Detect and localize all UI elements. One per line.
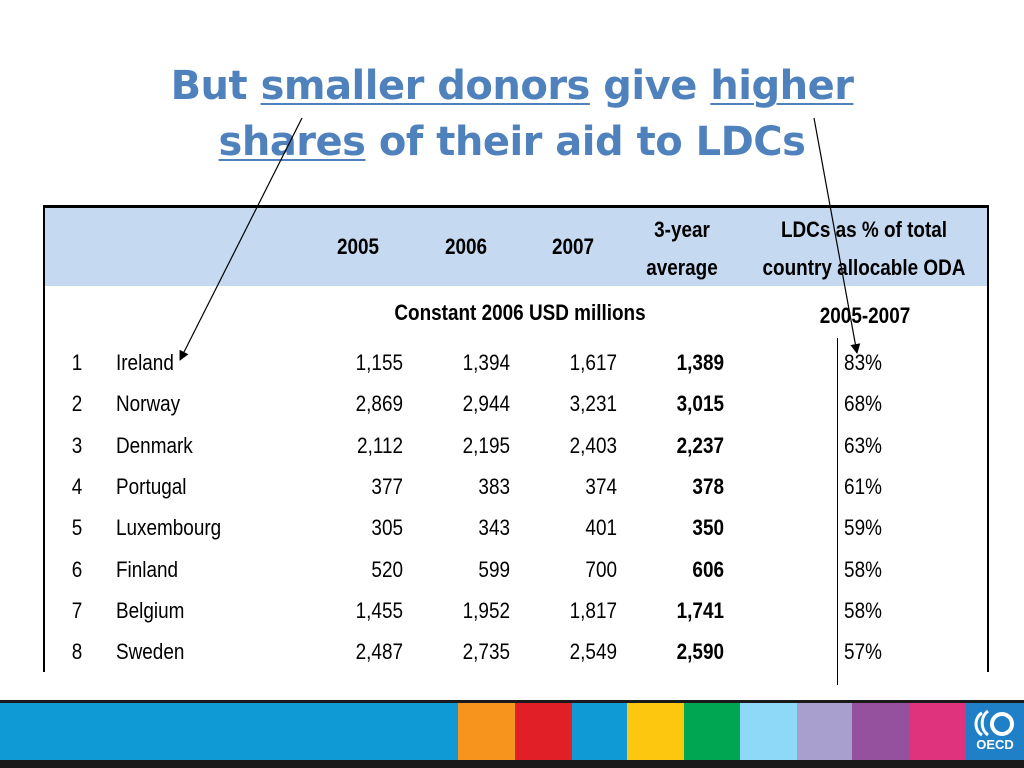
- cell-country: Ireland: [116, 350, 174, 375]
- cell-country: Norway: [116, 391, 181, 417]
- header-3yr-average-line2: average: [646, 255, 718, 280]
- cell-v2005: 2,869: [355, 391, 403, 417]
- cell-v2006: 1,394: [462, 350, 510, 375]
- cell-v2006: 383: [478, 473, 510, 499]
- footer-bottom-rule: [0, 760, 1024, 768]
- cell-v2007: 1,817: [569, 597, 617, 623]
- cell-v2006: 1,952: [462, 597, 510, 623]
- header-3yr-average-line1: 3-year: [654, 217, 710, 242]
- color-segment: [740, 703, 797, 760]
- cell-v2007: 401: [585, 515, 617, 541]
- header-2006: 2006: [444, 234, 488, 259]
- color-segment: [684, 703, 740, 760]
- color-segment: [852, 703, 909, 760]
- footer-top-rule: [0, 700, 1024, 703]
- cell-v2007: 2,549: [569, 639, 617, 665]
- cell-rank: 5: [71, 515, 83, 541]
- cell-v2005: 305: [371, 515, 403, 541]
- cell-ldc: 63%: [844, 432, 882, 458]
- cell-ldc: 59%: [844, 515, 882, 541]
- table-header-band: [45, 208, 987, 286]
- cell-v2005: 1,155: [355, 350, 403, 375]
- cell-v2006: 2,735: [462, 639, 510, 665]
- header-ldc-share-line2: country allocable ODA: [762, 255, 966, 280]
- cell-v2007: 1,617: [569, 350, 617, 375]
- oecd-logo-mark-icon: [974, 709, 1014, 737]
- cell-avg: 2,590: [676, 639, 724, 665]
- title-line-1: But smaller donors give higher: [0, 58, 1024, 114]
- cell-v2005: 2,487: [355, 639, 403, 665]
- color-segment: [572, 703, 627, 760]
- header-2005: 2005: [336, 234, 380, 259]
- cell-avg: 3,015: [676, 391, 724, 417]
- cell-rank: 4: [71, 473, 83, 499]
- cell-v2007: 374: [585, 473, 617, 499]
- slide-title: But smaller donors give higher shares of…: [0, 58, 1024, 170]
- cell-avg: 606: [692, 556, 724, 582]
- title-line-2: shares of their aid to LDCs: [0, 114, 1024, 170]
- cell-v2007: 3,231: [569, 391, 617, 417]
- title-emphasis-shares: shares: [218, 119, 366, 165]
- arrow-to-83-percent: [813, 117, 861, 354]
- title-text: But: [170, 63, 261, 109]
- cell-ldc: 58%: [844, 597, 882, 623]
- cell-v2007: 700: [585, 556, 617, 582]
- title-emphasis-smaller-donors: smaller donors: [260, 63, 591, 109]
- cell-rank: 2: [71, 391, 83, 417]
- cell-v2005: 1,455: [355, 597, 403, 623]
- oecd-logo-text: OECD: [976, 737, 1014, 752]
- footer-color-bar: OECD: [0, 700, 1024, 768]
- cell-rank: 7: [71, 597, 83, 623]
- cell-v2005: 2,112: [357, 432, 403, 458]
- cell-rank: 8: [71, 639, 83, 665]
- cell-rank: 3: [71, 432, 83, 458]
- title-text: give: [589, 63, 711, 109]
- cell-avg: 378: [692, 473, 724, 499]
- oecd-logo: OECD: [966, 703, 1024, 760]
- cell-rank: 6: [71, 556, 83, 582]
- color-segment: [797, 703, 852, 760]
- cell-ldc: 57%: [844, 639, 882, 665]
- color-segment: [909, 703, 966, 760]
- title-text: of their aid to LDCs: [365, 119, 806, 165]
- subheader-units: Constant 2006 USD millions: [394, 300, 646, 325]
- cell-country: Portugal: [116, 473, 187, 499]
- cell-v2005: 377: [371, 473, 403, 499]
- donor-table: 2005 2006 2007 3-year average LDCs as % …: [43, 205, 989, 685]
- cell-ldc: 68%: [844, 391, 882, 417]
- cell-v2005: 520: [371, 556, 403, 582]
- cell-ldc: 58%: [844, 556, 882, 582]
- cell-v2006: 343: [478, 515, 510, 541]
- header-ldc-share-line1: LDCs as % of total: [780, 217, 948, 242]
- cell-v2007: 2,403: [569, 432, 617, 458]
- cell-rank: 1: [71, 350, 83, 375]
- cell-ldc: 61%: [844, 473, 882, 499]
- cell-country: Sweden: [116, 639, 185, 665]
- cell-ldc: 83%: [844, 350, 882, 375]
- cell-v2006: 2,944: [462, 391, 510, 417]
- subheader-period: 2005-2007: [819, 303, 911, 328]
- header-2007: 2007: [551, 234, 595, 259]
- cell-v2006: 2,195: [462, 432, 510, 458]
- cell-v2006: 599: [478, 556, 510, 582]
- cell-country: Belgium: [116, 597, 185, 623]
- title-emphasis-higher: higher: [710, 63, 854, 109]
- ldc-column-divider: [837, 338, 838, 685]
- cell-avg: 2,237: [676, 432, 724, 458]
- arrow-to-ireland: [179, 117, 303, 361]
- color-segment: [458, 703, 515, 760]
- cell-country: Finland: [116, 556, 179, 582]
- cell-country: Luxembourg: [116, 515, 222, 541]
- cell-country: Denmark: [116, 432, 193, 458]
- color-segment: [627, 703, 684, 760]
- cell-avg: 1,741: [676, 597, 724, 623]
- color-segment: [515, 703, 572, 760]
- color-segment: [0, 703, 458, 760]
- cell-avg: 350: [692, 515, 724, 541]
- cell-avg: 1,389: [676, 350, 724, 375]
